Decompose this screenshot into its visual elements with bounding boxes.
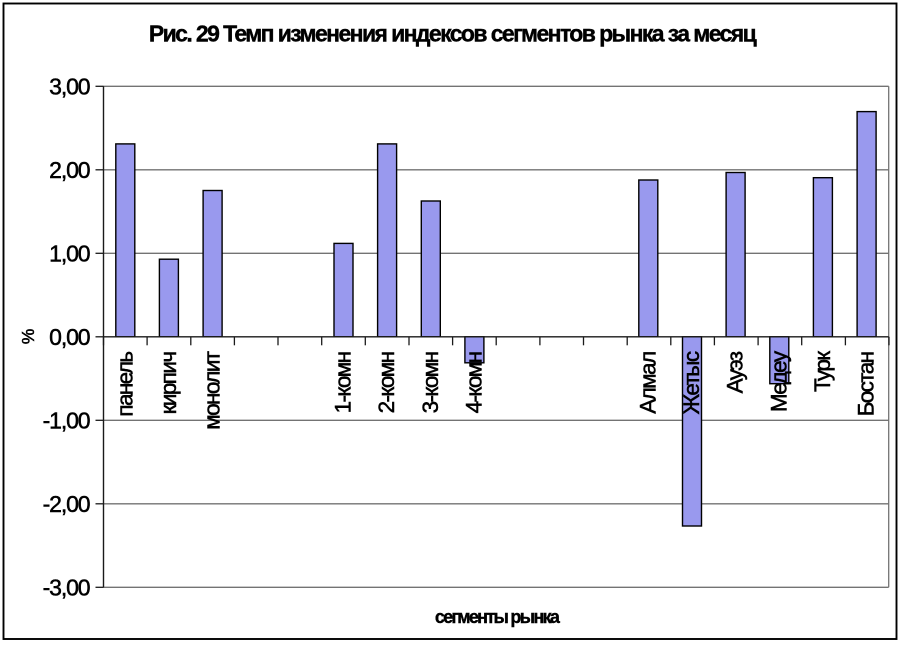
svg-text:Ауэз: Ауэз — [723, 351, 748, 393]
svg-text:1,00: 1,00 — [49, 241, 90, 267]
svg-text:%: % — [18, 329, 38, 345]
svg-text:монолит: монолит — [200, 351, 225, 430]
svg-text:кирпич: кирпич — [156, 352, 181, 415]
svg-text:-2,00: -2,00 — [43, 491, 90, 517]
svg-text:3,00: 3,00 — [49, 74, 90, 100]
svg-text:-3,00: -3,00 — [43, 575, 90, 601]
svg-text:2-комн: 2-комн — [374, 352, 399, 413]
svg-text:панель: панель — [112, 352, 137, 417]
svg-text:Бостан: Бостан — [854, 352, 879, 416]
svg-text:Медеу: Медеу — [766, 350, 791, 412]
svg-text:Рис. 29 Темп изменения индексо: Рис. 29 Темп изменения индексов сегменто… — [149, 21, 757, 47]
svg-text:сегменты рынка: сегменты рынка — [435, 607, 561, 627]
svg-text:1-комн: 1-комн — [331, 352, 356, 413]
svg-text:Алмал: Алмал — [635, 352, 660, 414]
svg-text:3-комн: 3-комн — [418, 352, 443, 413]
svg-text:0,00: 0,00 — [49, 324, 90, 350]
svg-text:2,00: 2,00 — [49, 157, 90, 183]
svg-text:-1,00: -1,00 — [43, 408, 90, 434]
svg-text:Турк: Турк — [810, 351, 835, 392]
svg-text:4-комн: 4-комн — [461, 352, 486, 413]
svg-text:Жетыс: Жетыс — [679, 351, 704, 414]
